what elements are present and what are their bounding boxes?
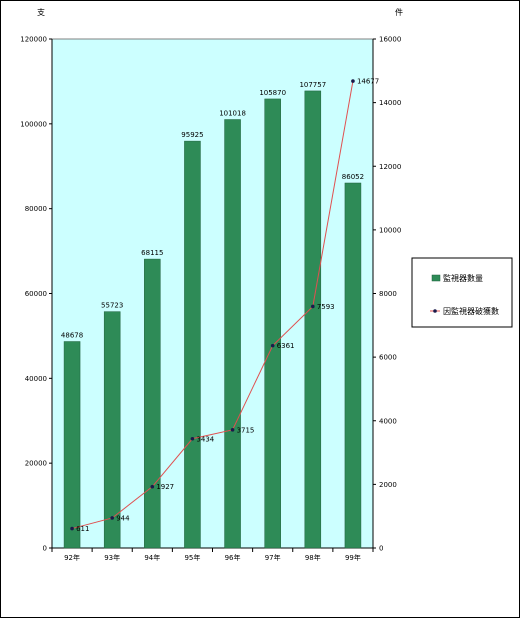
line-data-label: 3434 <box>196 435 214 443</box>
bar <box>304 90 322 549</box>
x-tick-label: 98年 <box>305 553 321 562</box>
bar-data-label: 105870 <box>259 89 286 97</box>
right-axis: 0 2000 4000 6000 8000 10000 12000 14000 16000 <box>372 36 401 553</box>
right-tick-label: 2000 <box>379 481 397 489</box>
right-tick-label: 16000 <box>379 36 401 44</box>
left-axis-unit: 支 <box>37 7 45 17</box>
right-tick-label: 12000 <box>379 163 401 171</box>
line-data-label: 6361 <box>277 342 295 350</box>
legend: 監視器數量 因監視器破獲數 <box>411 257 513 328</box>
line-data-label: 3715 <box>237 426 255 434</box>
x-axis: 92年 93年 94年 95年 96年 97年 98年 99年 <box>51 547 374 562</box>
left-tick-label: 120000 <box>20 36 47 44</box>
line-point <box>110 516 114 520</box>
line-data-label: 611 <box>76 525 89 533</box>
bar-series: 48678 55723 68115 95925 101018 105870 107757 86… <box>61 81 364 549</box>
x-tick-label: 95年 <box>184 553 200 562</box>
bar <box>224 119 241 549</box>
left-tick-label: 100000 <box>20 120 47 128</box>
line-path <box>71 81 354 530</box>
left-tick-label: 80000 <box>25 205 47 213</box>
bar-data-label: 101018 <box>219 110 246 118</box>
legend-bar-label: 監視器數量 <box>443 273 483 283</box>
bar <box>144 258 161 549</box>
plot-area <box>51 38 374 549</box>
right-axis-unit: 件 <box>395 7 403 17</box>
line-point <box>150 484 155 489</box>
right-tick-label: 14000 <box>379 99 401 107</box>
bar <box>63 341 81 549</box>
line-point <box>190 436 195 441</box>
x-tick-label: 97年 <box>265 553 281 562</box>
left-tick-label: 40000 <box>25 375 47 383</box>
line-data-label: 7593 <box>317 303 335 311</box>
legend-line-marker <box>433 309 437 313</box>
line-point <box>230 428 235 432</box>
line-data-label: 1927 <box>156 483 174 491</box>
line-point <box>351 79 355 83</box>
bar <box>103 311 121 549</box>
bar-data-label: 86052 <box>342 173 364 181</box>
line-point <box>270 343 275 348</box>
right-tick-label: 8000 <box>379 290 397 298</box>
right-tick-label: 4000 <box>379 417 397 425</box>
left-tick-label: 60000 <box>25 290 47 298</box>
line-data-label: 14677 <box>357 78 379 86</box>
legend-line-label: 因監視器破獲數 <box>443 306 499 316</box>
line-series: 611 944 1927 3434 3715 6361 7593 14677 <box>70 78 379 533</box>
x-tick-label: 94年 <box>144 553 160 562</box>
x-tick-label: 92年 <box>64 553 80 562</box>
bar <box>184 140 201 549</box>
line-point <box>70 526 74 531</box>
bar-data-label: 55723 <box>101 302 123 310</box>
bar <box>344 182 362 549</box>
bar <box>264 98 281 549</box>
right-tick-label: 0 <box>379 545 383 553</box>
x-tick-label: 96年 <box>225 553 241 562</box>
left-tick-label: 0 <box>43 545 47 553</box>
legend-box <box>411 257 513 328</box>
bar-data-label: 68115 <box>141 249 163 257</box>
right-tick-label: 10000 <box>379 226 401 234</box>
bar-data-label: 48678 <box>61 332 83 340</box>
line-point <box>311 304 315 309</box>
left-axis: 0 20000 40000 60000 80000 100000 120000 <box>20 36 53 553</box>
x-tick-label: 93年 <box>104 553 120 562</box>
bar-data-label: 107757 <box>299 81 326 89</box>
line-data-label: 944 <box>116 514 130 522</box>
legend-bar-swatch <box>431 274 441 282</box>
right-tick-label: 6000 <box>379 354 397 362</box>
bar-data-label: 95925 <box>181 131 203 139</box>
left-tick-label: 20000 <box>25 460 47 468</box>
x-tick-label: 99年 <box>345 553 361 562</box>
